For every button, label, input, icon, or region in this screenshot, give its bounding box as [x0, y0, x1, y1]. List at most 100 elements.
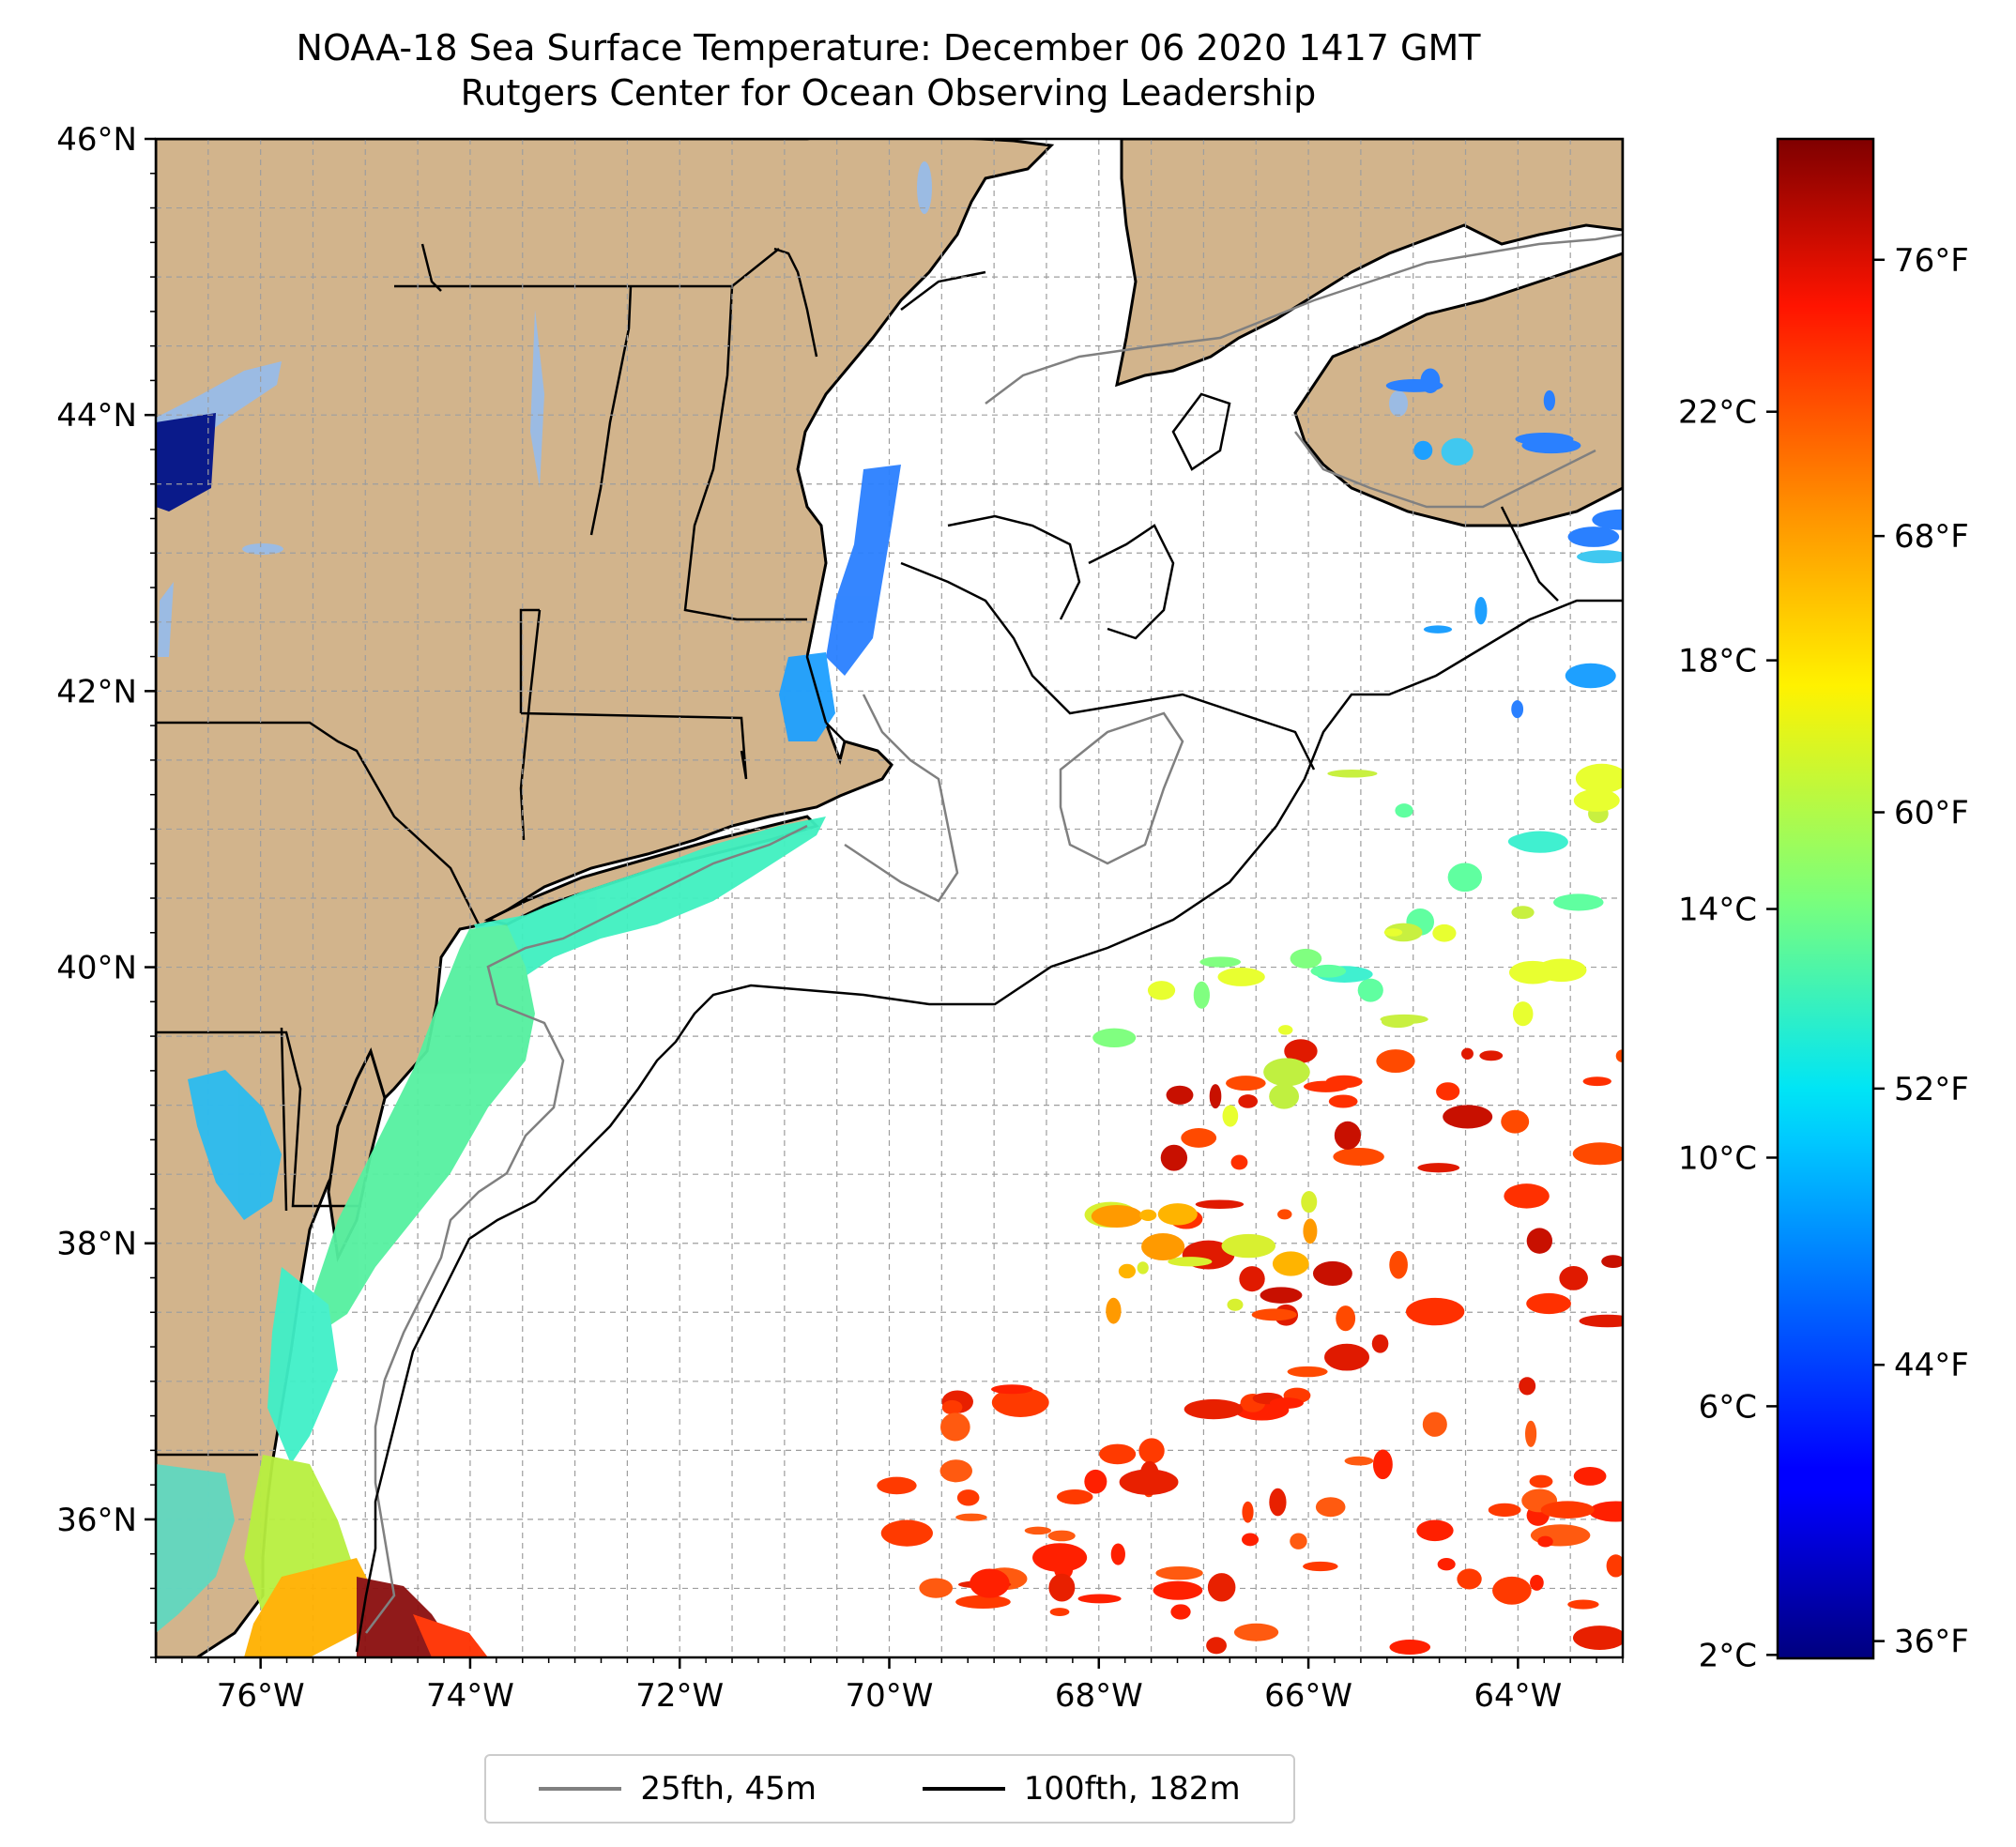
lon-tick-label: 66°W — [1264, 1677, 1352, 1715]
sst-patch — [1432, 924, 1457, 942]
colorbar-celsius-label: 18°C — [1678, 643, 1757, 680]
sst-patch — [1511, 906, 1535, 920]
sst-patch — [1157, 1203, 1198, 1226]
sst-patch — [1333, 1147, 1384, 1166]
lat-axis: 46°N 44°N 42°N 40°N 38°N 36°N — [56, 121, 156, 1658]
sst-patch — [1049, 1608, 1070, 1616]
sst-patch — [955, 1513, 987, 1521]
sst-patch — [1301, 1190, 1318, 1214]
sst-patch — [1615, 1049, 1623, 1062]
sst-patch — [1553, 893, 1604, 911]
sst-patch — [1092, 1028, 1137, 1048]
sst-patch — [919, 1578, 954, 1598]
sst-patch — [1437, 1558, 1456, 1571]
sst-patch — [1184, 1398, 1244, 1420]
sst-patch — [1168, 1257, 1213, 1267]
sst-patch — [1166, 1085, 1194, 1105]
sst-patch — [1488, 1503, 1521, 1518]
sst-patch — [1290, 948, 1322, 969]
sst-patch — [1383, 928, 1403, 937]
sst-patch — [1573, 1466, 1607, 1486]
sst-patch — [1526, 1228, 1553, 1254]
sst-patch — [1099, 1443, 1137, 1465]
sst-patch — [1540, 1501, 1595, 1519]
lon-tick-label: 72°W — [635, 1677, 724, 1715]
sst-patch — [1032, 1543, 1088, 1572]
lat-tick-label: 36°N — [56, 1502, 137, 1539]
sst-patch — [1290, 1533, 1307, 1549]
sst-patch — [1405, 1297, 1465, 1326]
sst-patch — [1260, 1287, 1303, 1304]
sst-patch — [1572, 1142, 1623, 1166]
sst-patch — [1525, 1420, 1537, 1447]
colorbar-fahrenheit-label: 36°F — [1894, 1624, 1969, 1661]
sst-patch — [1344, 1456, 1374, 1466]
sst-patch — [1181, 1128, 1217, 1148]
sst-patch — [1443, 1105, 1493, 1129]
sst-patch — [1381, 1015, 1414, 1029]
sst-patch — [1227, 1298, 1244, 1311]
sst-patch — [990, 1384, 1033, 1395]
sst-patch — [1441, 437, 1474, 466]
sst-patch — [1447, 862, 1483, 893]
sst-patch — [1511, 700, 1524, 719]
legend-item-100fth: 100fth, 182m — [922, 1770, 1241, 1808]
sst-patch — [1592, 509, 1623, 530]
sst-offshore-patches — [877, 368, 1623, 1656]
sst-patch — [1512, 1001, 1534, 1027]
sst-patch — [880, 1519, 933, 1547]
sst-patch — [1272, 1251, 1309, 1276]
sst-patch — [1508, 960, 1557, 985]
sst-patch — [1303, 1561, 1338, 1572]
sst-patch — [1230, 1154, 1248, 1170]
sst-patch — [1251, 1308, 1297, 1321]
sst-patch — [1567, 527, 1620, 547]
sst-patch — [1579, 1314, 1623, 1328]
colorbar-celsius-label: 10°C — [1678, 1139, 1757, 1177]
sst-patch — [1048, 1573, 1076, 1602]
sst-patch — [1269, 1083, 1300, 1109]
sst-patch — [1521, 437, 1581, 454]
colorbar-celsius-ticks: 2°C 6°C 10°C 14°C 18°C 22°C — [1678, 394, 1778, 1674]
sst-patch — [1372, 1449, 1393, 1480]
land-nova-scotia — [1293, 252, 1623, 527]
sst-patch — [1334, 1121, 1362, 1150]
sst-patch — [1474, 597, 1488, 625]
sst-patch — [941, 1399, 963, 1415]
sst-patch — [1460, 1047, 1474, 1060]
sst-patch — [1395, 803, 1413, 818]
sst-patch — [1420, 368, 1441, 393]
sst-patch — [1336, 1305, 1356, 1332]
sst-patch — [1416, 1519, 1454, 1542]
sst-patch — [1153, 1580, 1203, 1600]
sst-patch — [1324, 1343, 1369, 1371]
sst-patch — [1559, 1266, 1588, 1290]
contour-legend: 25fth, 45m 100fth, 182m — [484, 1754, 1295, 1824]
sst-patch — [1423, 625, 1453, 633]
sst-patch — [1537, 1535, 1553, 1548]
sst-patch — [1507, 832, 1568, 851]
colorbar-celsius-label: 2°C — [1699, 1637, 1757, 1674]
sst-patch — [970, 1568, 1010, 1598]
lake-ontario-cold — [156, 413, 216, 511]
lat-tick-label: 44°N — [56, 397, 137, 435]
sst-patch — [1221, 1233, 1275, 1259]
sst-patch — [956, 1489, 980, 1506]
sst-patch — [1147, 981, 1176, 1000]
sst-patch — [1207, 1573, 1236, 1602]
sst-patch — [1263, 1058, 1310, 1087]
sst-patch — [1384, 923, 1423, 942]
lon-axis: 76°W 74°W 72°W 70°W 68°W 66°W 64°W — [155, 1657, 1624, 1715]
sst-patch — [1047, 1530, 1076, 1542]
sst-patch — [1519, 1377, 1536, 1396]
sst-patch — [1389, 1250, 1408, 1279]
sst-patch — [1238, 1094, 1259, 1108]
colorbar-fahrenheit-ticks: 36°F 44°F 52°F 60°F 68°F 76°F — [1873, 242, 1969, 1661]
lat-tick-label: 42°N — [56, 673, 137, 710]
sst-patch — [940, 1412, 970, 1442]
sst-patch — [1277, 1025, 1293, 1035]
sst-patch — [1242, 1501, 1254, 1523]
sst-patch — [1138, 1438, 1165, 1464]
sst-patch — [1573, 788, 1620, 812]
sst-patch — [1287, 1366, 1328, 1378]
